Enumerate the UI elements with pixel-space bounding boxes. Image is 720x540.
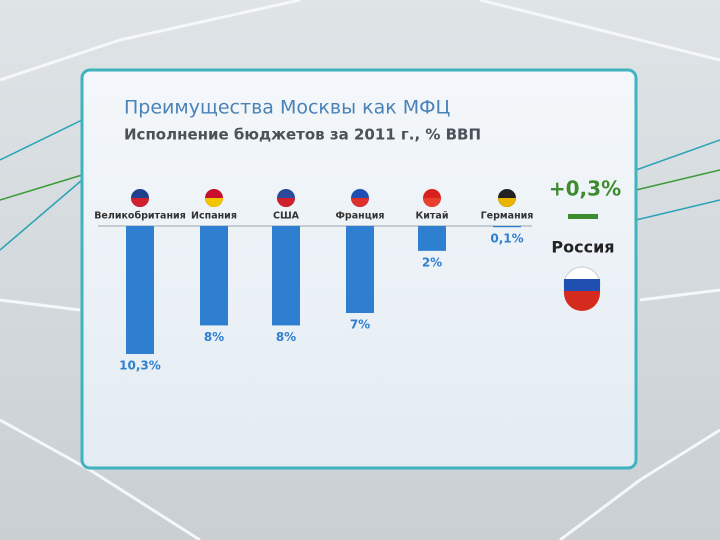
- bar: [200, 226, 228, 326]
- x-tick-label: Китай: [416, 211, 449, 222]
- value-label: 8%: [276, 330, 296, 344]
- highlight-dash: [568, 214, 598, 219]
- flag: [205, 198, 223, 207]
- scene-accent: [0, 119, 720, 251]
- x-tick-label: Франция: [336, 211, 385, 222]
- subtitle: Исполнение бюджетов за 2011 г., % ВВП: [124, 126, 481, 144]
- x-tick-label: Великобритания: [94, 211, 186, 222]
- bar: [418, 226, 446, 251]
- chart: Великобритания 10,3% Испания 8% США 8% Франция…: [94, 189, 533, 373]
- value-label: 8%: [204, 330, 224, 344]
- flag: [351, 198, 369, 207]
- bar: [272, 226, 300, 326]
- highlight-label: Россия: [551, 238, 614, 257]
- flag: [564, 291, 600, 311]
- highlight: +0,3% Россия: [549, 177, 621, 311]
- value-label: 0,1%: [490, 232, 523, 246]
- x-tick-label: США: [273, 211, 300, 222]
- value-label: 7%: [350, 317, 370, 331]
- value-label: 10,3%: [119, 359, 161, 373]
- flag: [277, 198, 295, 207]
- value-label: 2%: [422, 255, 442, 269]
- x-tick-label: Испания: [191, 211, 237, 222]
- scene-accent: [0, 169, 720, 201]
- title: Преимущества Москвы как МФЦ: [124, 97, 450, 119]
- bar: [493, 226, 521, 228]
- flag: [564, 279, 600, 291]
- x-tick-label: Германия: [481, 211, 534, 222]
- flag: [498, 198, 516, 207]
- flag: [131, 198, 149, 207]
- bar: [346, 226, 374, 313]
- highlight-value: +0,3%: [549, 177, 621, 201]
- bar: [126, 226, 154, 354]
- flag: [423, 198, 441, 207]
